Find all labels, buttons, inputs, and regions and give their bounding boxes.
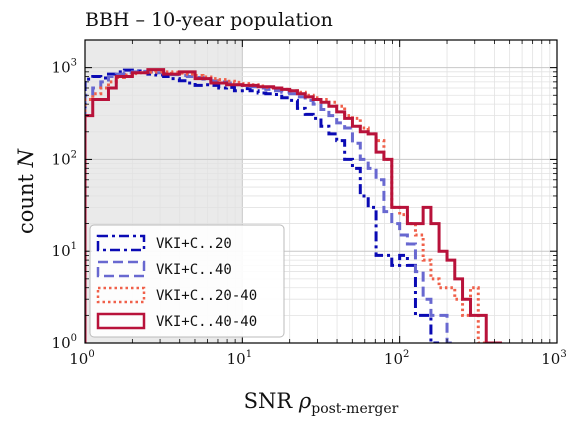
- legend-swatch: [96, 234, 146, 252]
- legend-box: [89, 224, 285, 338]
- y-tick-exponent: 0: [71, 333, 77, 344]
- x-tick-base: 10: [69, 350, 88, 368]
- legend: VKI+C..20 VKI+C..40 VKI+C..20-40 VKI+C..40-…: [89, 224, 285, 338]
- y-tick-exponent: 1: [71, 241, 77, 252]
- x-tick-exponent: 1: [246, 349, 252, 360]
- x-tick-exponent: 0: [88, 349, 94, 360]
- y-tick-label: 100: [52, 333, 77, 352]
- y-tick-label: 101: [52, 241, 77, 260]
- legend-label: VKI+C..20-40: [156, 288, 257, 304]
- y-axis-label-symbol: N: [14, 148, 38, 168]
- legend-label: VKI+C..20: [156, 236, 232, 252]
- y-tick-base: 10: [52, 242, 71, 260]
- x-axis-label-subscript: post-merger: [311, 401, 398, 417]
- legend-item: VKI+C..20-40: [96, 286, 257, 304]
- legend-item: VKI+C..20: [96, 234, 232, 252]
- y-tick-base: 10: [52, 59, 71, 77]
- legend-swatch: [96, 312, 146, 330]
- legend-swatch: [96, 286, 146, 304]
- series-group: [85, 68, 502, 343]
- x-tick-label: 101: [227, 349, 252, 368]
- x-tick-base: 10: [384, 350, 403, 368]
- x-tick-exponent: 3: [560, 349, 566, 360]
- y-tick-exponent: 3: [71, 58, 77, 69]
- plot-frame: [84, 39, 558, 344]
- y-tick-exponent: 2: [71, 149, 77, 160]
- x-tick-label: 103: [541, 349, 566, 368]
- series-line-4: [85, 68, 502, 343]
- chart-title: BBH – 10-year population: [85, 9, 333, 31]
- y-tick-base: 10: [52, 334, 71, 352]
- legend-item: VKI+C..40: [96, 260, 232, 278]
- legend-item: VKI+C..40-40: [96, 312, 257, 330]
- legend-swatch: [96, 260, 146, 278]
- legend-label: VKI+C..40: [156, 262, 232, 278]
- y-tick-label: 102: [52, 149, 77, 168]
- x-tick-base: 10: [227, 350, 246, 368]
- x-tick-exponent: 2: [403, 349, 409, 360]
- y-tick-label: 103: [52, 58, 77, 77]
- x-tick-base: 10: [541, 350, 560, 368]
- y-tick-base: 10: [52, 150, 71, 168]
- x-tick-label: 102: [384, 349, 409, 368]
- x-axis-label-text: SNR: [244, 389, 299, 413]
- x-axis-label: SNR ρpost-merger: [244, 389, 399, 417]
- y-axis-label: count N: [14, 148, 38, 234]
- y-axis-label-text: count: [14, 167, 38, 234]
- x-axis-label-symbol: ρ: [298, 389, 312, 413]
- legend-label: VKI+C..40-40: [156, 314, 257, 330]
- x-tick-label: 100: [69, 349, 94, 368]
